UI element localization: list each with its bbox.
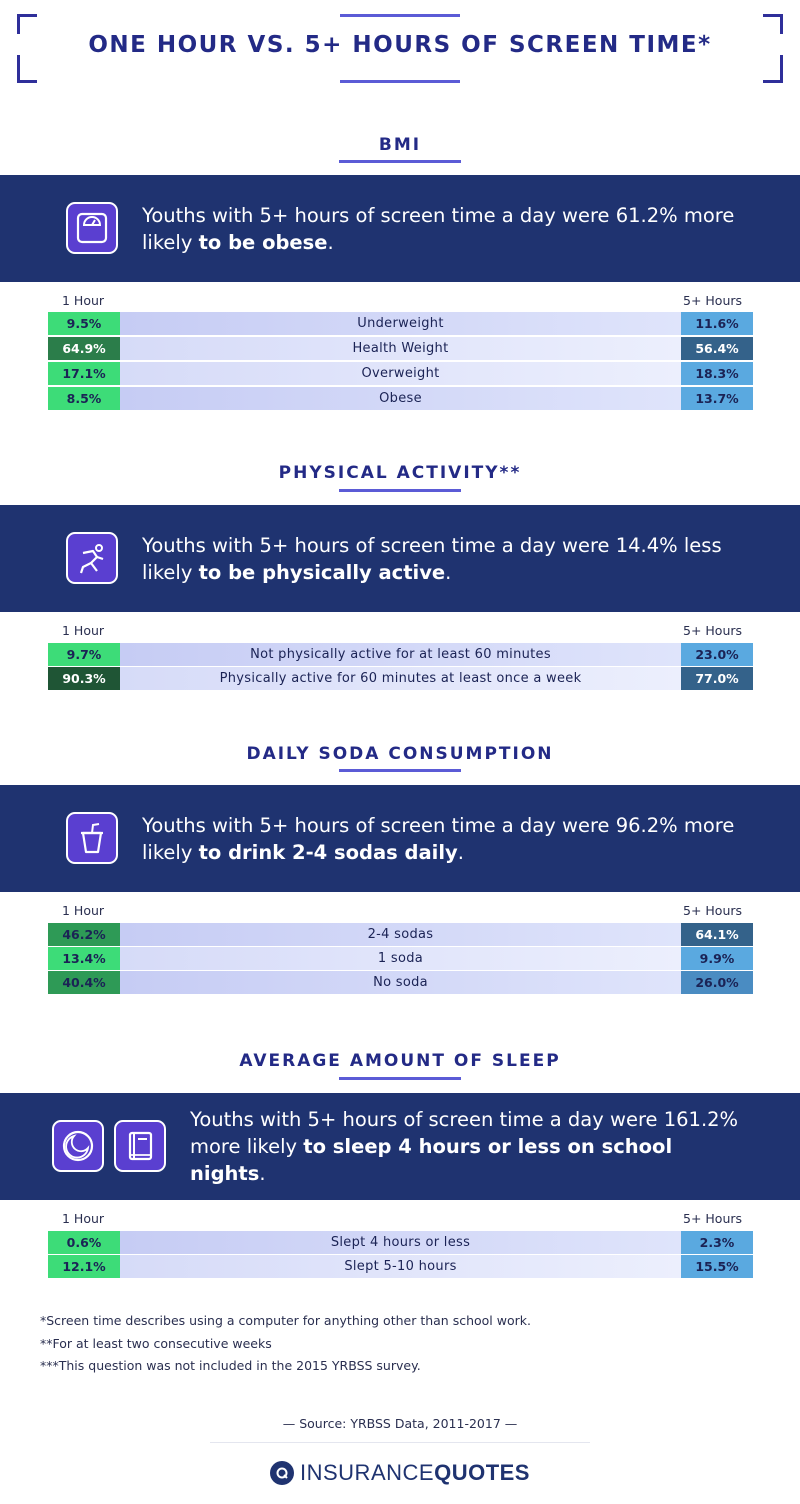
table-row: 17.1% Overweight 18.3% [48,362,753,385]
cell-5-hours: 77.0% [681,667,753,690]
cell-1-hour: 0.6% [48,1231,120,1254]
header-accent-bottom [340,80,460,83]
header-accent-top [340,14,460,17]
section-underline [339,160,461,163]
column-label-1-hour: 1 Hour [62,293,105,308]
banner-statement: Youths with 5+ hours of screen time a da… [142,204,735,254]
source-note: — Source: YRBSS Data, 2011-2017 — [282,1416,518,1431]
footnote: **For at least two consecutive weeks [40,1336,272,1351]
table-row: 40.4% No soda 26.0% [48,971,753,994]
row-label: No soda [120,971,681,994]
cell-5-hours: 64.1% [681,923,753,946]
table-row: 46.2% 2-4 sodas 64.1% [48,923,753,946]
running-person-icon [66,532,118,584]
table-row: 13.4% 1 soda 9.9% [48,947,753,970]
section-underline [339,769,461,772]
book-icon [114,1120,166,1172]
column-label-1-hour: 1 Hour [62,903,105,918]
cell-1-hour: 46.2% [48,923,120,946]
banner-bmi: Youths with 5+ hours of screen time a da… [0,175,800,282]
section-underline [339,489,461,492]
table-row: 12.1% Slept 5-10 hours 15.5% [48,1255,753,1278]
section-title-bmi: BMI [378,135,422,155]
row-label: 1 soda [120,947,681,970]
cell-5-hours: 23.0% [681,643,753,666]
table-row: 0.6% Slept 4 hours or less 2.3% [48,1231,753,1254]
frame-corner-bottom-left [17,55,37,83]
row-label: Physically active for 60 minutes at leas… [120,667,681,690]
column-label-5-hours: 5+ Hours [683,623,743,638]
table-row: 9.7% Not physically active for at least … [48,643,753,666]
scale-icon [66,202,118,254]
cell-1-hour: 40.4% [48,971,120,994]
logo-mark-icon [270,1461,294,1485]
cell-1-hour: 64.9% [48,337,120,360]
banner-statement: Youths with 5+ hours of screen time a da… [190,1108,739,1185]
column-label-1-hour: 1 Hour [62,1211,105,1226]
cell-1-hour: 13.4% [48,947,120,970]
section-title-sleep: AVERAGE AMOUNT OF SLEEP [239,1051,561,1071]
row-label: Slept 5-10 hours [120,1255,681,1278]
row-label: Health Weight [120,337,681,360]
row-label: 2-4 sodas [120,923,681,946]
footnote: ***This question was not included in the… [40,1358,421,1373]
row-label: Overweight [120,362,681,385]
insurancequotes-logo[interactable]: INSURANCEQUOTES [0,1460,800,1486]
cell-5-hours: 13.7% [681,387,753,410]
cell-1-hour: 9.7% [48,643,120,666]
cell-1-hour: 8.5% [48,387,120,410]
row-label: Not physically active for at least 60 mi… [120,643,681,666]
page-title: ONE HOUR VS. 5+ HOURS OF SCREEN TIME* [88,32,712,58]
cell-5-hours: 11.6% [681,312,753,335]
cell-1-hour: 17.1% [48,362,120,385]
section-title-daily-soda: DAILY SODA CONSUMPTION [246,744,554,764]
clock-icon [52,1120,104,1172]
divider [210,1442,590,1443]
footnote: *Screen time describes using a computer … [40,1313,531,1328]
table-row: 64.9% Health Weight 56.4% [48,337,753,360]
table-row: 8.5% Obese 13.7% [48,387,753,410]
logo-text: INSURANCEQUOTES [300,1460,530,1485]
cell-1-hour: 90.3% [48,667,120,690]
section-title-physical-activity: PHYSICAL ACTIVITY** [278,463,522,483]
soda-cup-icon [66,812,118,864]
section-underline [339,1077,461,1080]
column-label-5-hours: 5+ Hours [683,903,743,918]
table-row: 9.5% Underweight 11.6% [48,312,753,335]
cell-5-hours: 9.9% [681,947,753,970]
banner-sleep: Youths with 5+ hours of screen time a da… [0,1093,800,1200]
column-label-1-hour: 1 Hour [62,623,105,638]
frame-corner-top-left [17,14,37,34]
cell-5-hours: 18.3% [681,362,753,385]
table-row: 90.3% Physically active for 60 minutes a… [48,667,753,690]
cell-5-hours: 26.0% [681,971,753,994]
cell-5-hours: 56.4% [681,337,753,360]
column-label-5-hours: 5+ Hours [683,1211,743,1226]
frame-corner-top-right [763,14,783,34]
banner-daily-soda: Youths with 5+ hours of screen time a da… [0,785,800,892]
banner-statement: Youths with 5+ hours of screen time a da… [142,534,722,584]
cell-5-hours: 15.5% [681,1255,753,1278]
cell-1-hour: 12.1% [48,1255,120,1278]
banner-physical-activity: Youths with 5+ hours of screen time a da… [0,505,800,612]
banner-statement: Youths with 5+ hours of screen time a da… [142,814,735,864]
cell-5-hours: 2.3% [681,1231,753,1254]
cell-1-hour: 9.5% [48,312,120,335]
frame-corner-bottom-right [763,55,783,83]
row-label: Obese [120,387,681,410]
column-label-5-hours: 5+ Hours [683,293,743,308]
row-label: Slept 4 hours or less [120,1231,681,1254]
row-label: Underweight [120,312,681,335]
